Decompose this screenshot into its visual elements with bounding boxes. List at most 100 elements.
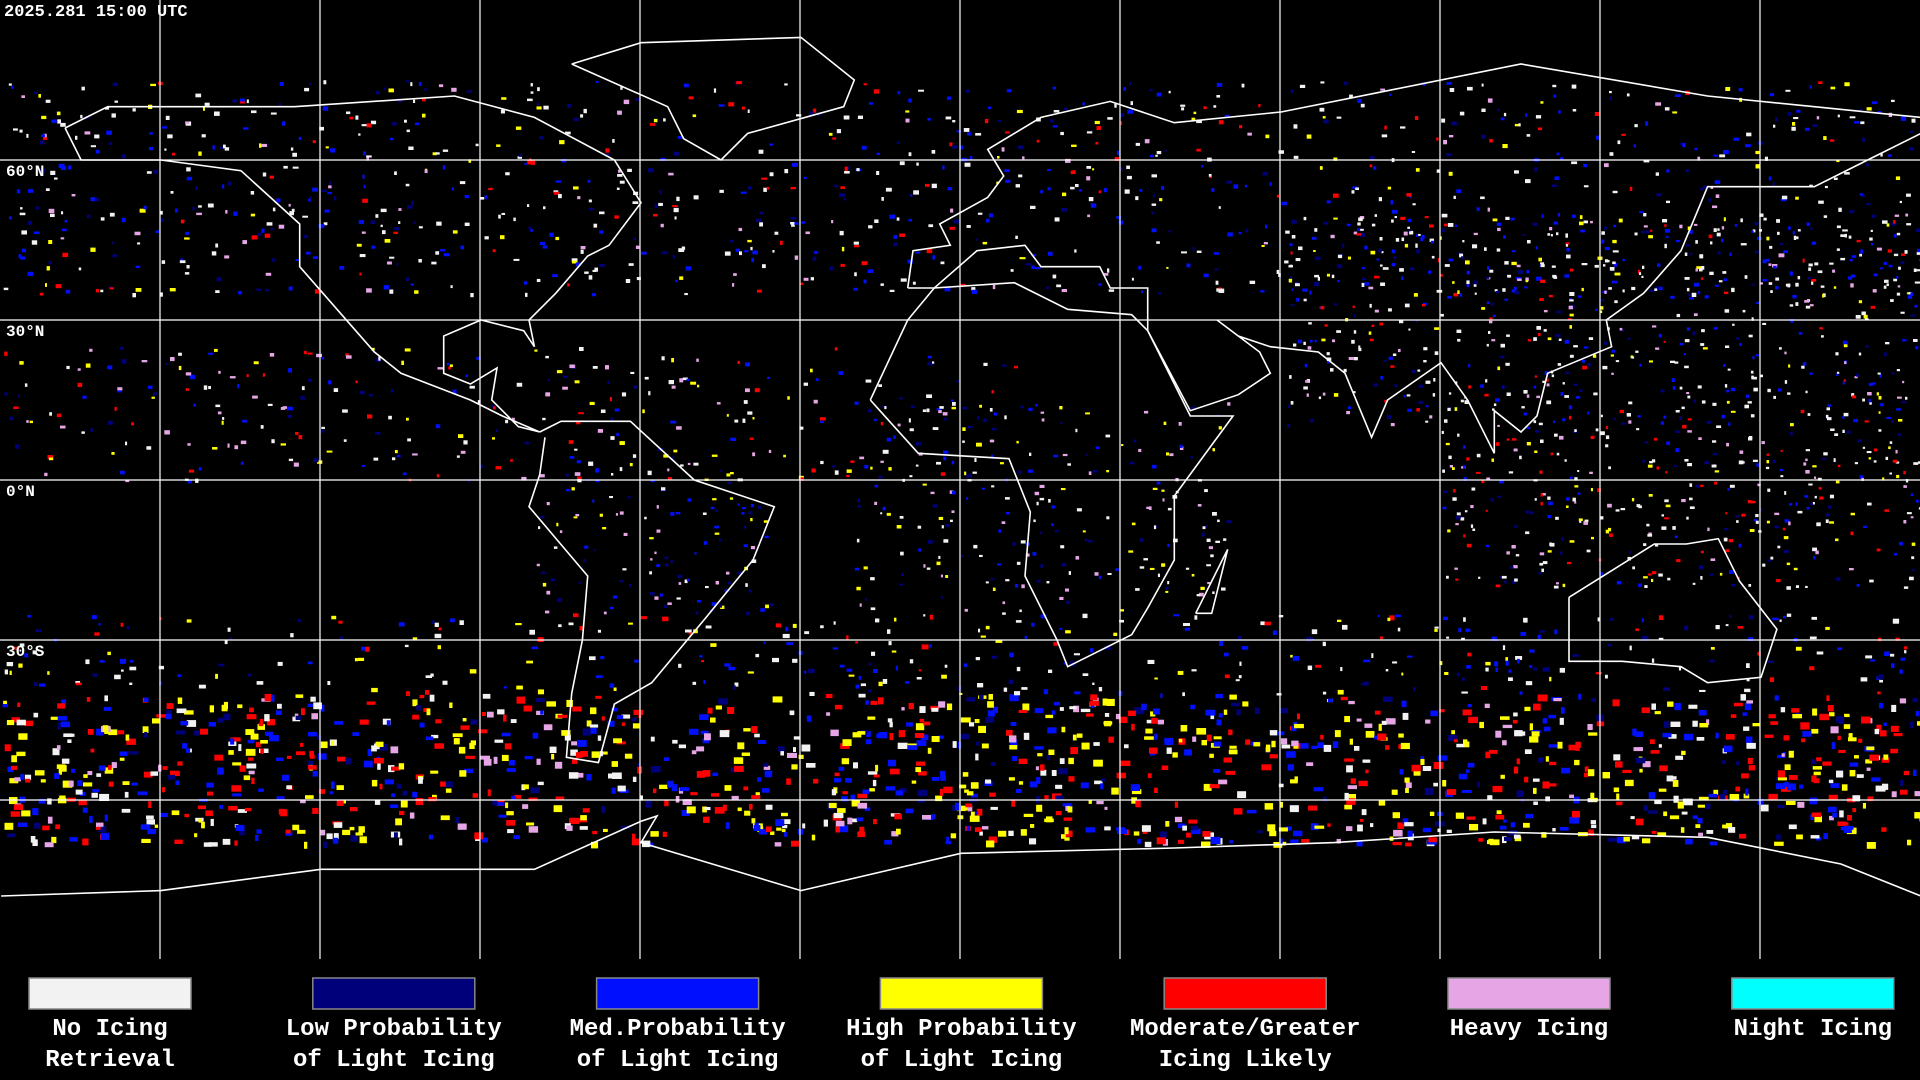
icing-pixel	[1756, 301, 1760, 304]
icing-pixel	[265, 288, 269, 292]
icing-pixel	[443, 253, 450, 257]
icing-pixel	[1600, 299, 1605, 302]
icing-pixel	[1632, 728, 1637, 736]
icing-pixel	[390, 389, 393, 393]
icing-pixel	[631, 838, 640, 846]
icing-pixel	[1403, 231, 1408, 236]
icing-pixel	[539, 136, 544, 140]
icing-pixel	[1886, 283, 1889, 286]
icing-pixel	[1724, 309, 1730, 313]
icing-pixel	[1039, 497, 1045, 501]
icing-pixel	[1374, 309, 1379, 313]
icing-pixel	[1753, 387, 1758, 392]
icing-pixel	[1822, 457, 1827, 460]
icing-pixel	[412, 453, 418, 456]
icing-pixel	[1447, 223, 1454, 227]
icing-pixel	[775, 819, 785, 826]
icing-pixel	[749, 804, 753, 810]
icing-pixel	[1760, 374, 1763, 378]
icing-pixel	[4, 669, 8, 675]
icing-pixel	[1468, 385, 1472, 389]
icing-pixel	[1466, 543, 1472, 548]
icing-pixel	[1549, 761, 1557, 766]
icing-pixel	[1492, 314, 1496, 317]
icing-pixel	[1060, 488, 1066, 491]
icing-pixel	[529, 629, 535, 635]
icing-pixel	[98, 825, 107, 832]
icing-pixel	[1595, 135, 1601, 140]
icing-pixel	[989, 792, 996, 797]
icing-pixel	[823, 819, 828, 827]
icing-pixel	[144, 697, 149, 702]
icing-pixel	[1849, 258, 1853, 262]
icing-pixel	[724, 663, 731, 667]
icing-pixel	[329, 791, 334, 795]
icing-pixel	[862, 789, 870, 794]
icing-pixel	[1724, 291, 1729, 295]
legend-label: High Probability	[846, 1016, 1076, 1043]
icing-pixel	[1770, 556, 1774, 560]
icing-pixel	[374, 800, 381, 805]
icing-pixel	[322, 106, 329, 111]
icing-pixel	[1540, 264, 1545, 268]
icing-pixel	[84, 131, 91, 135]
icing-pixel	[498, 214, 501, 219]
icing-pixel	[1722, 824, 1732, 829]
icing-pixel	[180, 721, 189, 726]
icing-pixel	[944, 664, 948, 668]
icing-pixel	[214, 348, 218, 352]
icing-pixel	[323, 222, 328, 226]
icing-pixel	[899, 583, 903, 586]
icing-pixel	[1827, 404, 1832, 407]
icing-pixel	[1675, 430, 1680, 433]
icing-pixel	[1371, 324, 1375, 327]
legend-swatch	[1163, 977, 1327, 1010]
icing-pixel	[1075, 556, 1080, 560]
icing-pixel	[1690, 252, 1693, 256]
icing-pixel	[206, 782, 214, 788]
icing-pixel	[1092, 682, 1095, 685]
icing-pixel	[1055, 811, 1062, 816]
icing-pixel	[1400, 742, 1410, 750]
icing-pixel	[636, 277, 641, 281]
icing-pixel	[320, 741, 328, 749]
icing-pixel	[1496, 810, 1502, 815]
icing-pixel	[1353, 314, 1356, 317]
icing-pixel	[1539, 562, 1544, 566]
icing-pixel	[355, 115, 359, 120]
icing-pixel	[312, 771, 318, 777]
icing-pixel	[1514, 836, 1522, 842]
icing-pixel	[135, 288, 142, 292]
icing-pixel	[863, 279, 867, 284]
icing-pixel	[1823, 136, 1827, 140]
icing-pixel	[1521, 406, 1525, 409]
icing-pixel	[44, 842, 54, 848]
icing-pixel	[743, 544, 748, 548]
icing-pixel	[1790, 423, 1794, 427]
icing-pixel	[1448, 455, 1452, 460]
icing-pixel	[1481, 134, 1486, 139]
icing-pixel	[661, 356, 665, 361]
icing-pixel	[196, 212, 202, 216]
icing-pixel	[1009, 745, 1018, 750]
icing-pixel	[456, 455, 460, 458]
icing-pixel	[211, 251, 217, 256]
coastline	[528, 420, 776, 764]
icing-pixel	[1067, 463, 1071, 466]
icing-pixel	[772, 657, 779, 663]
icing-pixel	[1868, 398, 1871, 403]
icing-pixel	[384, 239, 391, 243]
icing-pixel	[1568, 318, 1572, 321]
icing-pixel	[612, 139, 615, 143]
icing-pixel	[1829, 521, 1834, 524]
icing-pixel	[1215, 280, 1219, 285]
icing-pixel	[1008, 830, 1014, 836]
icing-pixel	[1352, 186, 1358, 190]
icing-pixel	[1168, 230, 1171, 233]
icing-pixel	[1915, 269, 1920, 272]
icing-pixel	[1714, 180, 1721, 184]
icing-pixel	[833, 621, 836, 625]
icing-pixel	[1736, 520, 1739, 523]
icing-pixel	[580, 751, 588, 757]
icing-pixel	[1059, 596, 1064, 600]
